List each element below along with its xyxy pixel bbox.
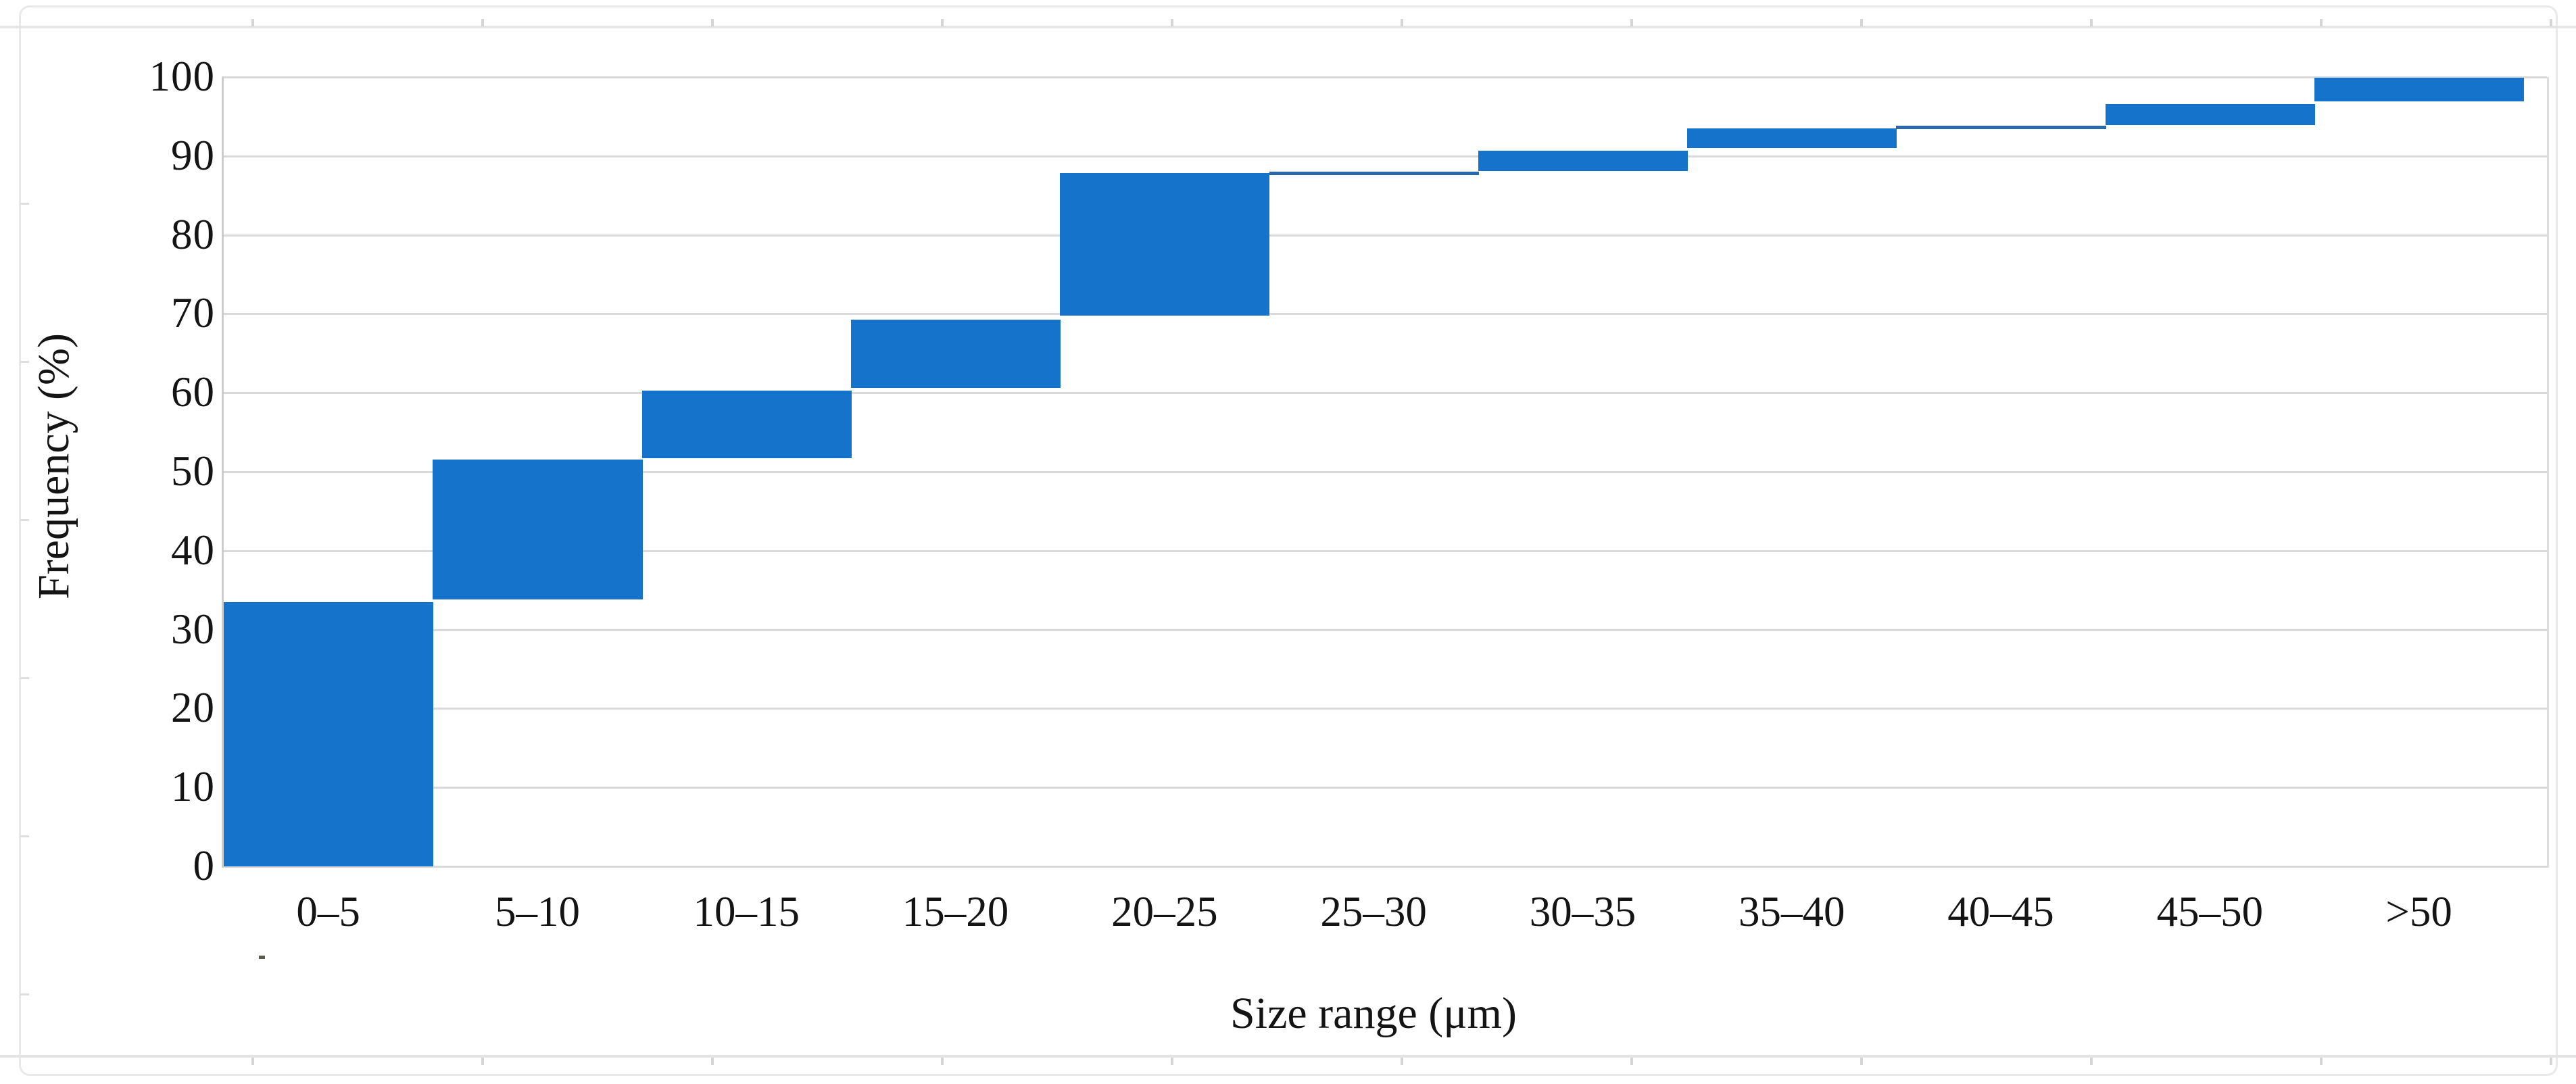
y-tick-label: 80 [171,210,215,258]
x-tick-label: 40–45 [1947,888,2054,935]
ruler-tick-top [1171,19,1173,26]
gridline-y30 [222,629,2547,631]
y-tick-label: 40 [171,526,215,574]
figure-outer-border [19,5,2558,1076]
gridline-y70 [222,313,2547,316]
x-tick-label: 25–30 [1320,888,1427,935]
y-tick-label: 60 [171,368,215,416]
bottom-ruler-line [0,1055,2576,1058]
x-tick-label: 20–25 [1111,888,1218,935]
ruler-tick-bottom [1171,1058,1173,1065]
bar-segment-40–45 [1896,126,2106,130]
gridline-y10 [222,787,2547,789]
gridline-y60 [222,392,2547,395]
y-tick-label: 50 [171,447,215,495]
x-tick-label: 5–10 [494,888,580,935]
bar-segment-0–5 [224,601,434,866]
y-tick-label: 70 [171,289,215,337]
ruler-tick-bottom [2320,1058,2323,1065]
bar-segment-10–15 [641,390,852,459]
ruler-tick-bottom [2090,1058,2093,1065]
ruler-tick-top [1860,19,1863,26]
ruler-tick-bottom [1860,1058,1863,1065]
y-tick-label: 20 [171,684,215,732]
bar-segment-45–50 [2105,103,2315,126]
gridline-y0 [222,866,2547,868]
gridline-y20 [222,708,2547,710]
ruler-tick-left [20,203,29,205]
y-tick-label: 0 [193,842,215,889]
bar-segment-35–40 [1687,128,1897,149]
bar-segment-5–10 [433,460,643,600]
ruler-tick-top [251,19,254,26]
ruler-tick-left [20,677,29,679]
y-tick-label: 90 [171,131,215,179]
x-tick-label: >50 [2385,888,2452,935]
x-tick-label: 35–40 [1739,888,1845,935]
ruler-tick-bottom [941,1058,944,1065]
x-tick-label: 45–50 [2156,888,2264,935]
x-tick-label: 30–35 [1529,888,1636,935]
gridline-y40 [222,549,2547,552]
gridline-y80 [222,234,2547,237]
bar-segment->50 [2314,78,2525,102]
ruler-tick-top [2550,19,2552,26]
ruler-tick-top [1630,19,1633,26]
ruler-tick-bottom [251,1058,254,1065]
y-tick-label: 10 [171,763,215,811]
ruler-tick-top [1401,19,1403,26]
ruler-tick-bottom [1630,1058,1633,1065]
ruler-tick-bottom [1401,1058,1403,1065]
bar-segment-25–30 [1269,172,1479,176]
ruler-tick-top [941,19,944,26]
ruler-tick-bottom [481,1058,484,1065]
y-axis-line [222,77,224,868]
y-axis-title: Frequency (%) [29,332,78,600]
bar-segment-15–20 [850,319,1061,389]
ruler-tick-top [2090,19,2093,26]
ruler-tick-top [481,19,484,26]
bar-segment-30–35 [1478,150,1688,171]
ruler-tick-left [20,835,29,837]
ruler-tick-top [711,19,714,26]
x-axis-title: Size range (μm) [1230,989,1517,1038]
gridline-y50 [222,471,2547,473]
top-ruler-line [0,26,2576,28]
ruler-tick-bottom [711,1058,714,1065]
ruler-tick-bottom [2550,1058,2552,1065]
y-tick-label: 30 [171,605,215,653]
ruler-tick-top [2320,19,2323,26]
bar-segment-20–25 [1060,173,1270,316]
ruler-tick-left [20,993,29,995]
ruler-tick-left [20,519,29,521]
ruler-tick-left [20,361,29,363]
x-tick-label: 15–20 [902,888,1009,935]
plot-right-border [2547,77,2549,868]
stray-ink-dot [259,956,265,959]
y-tick-label: 100 [149,53,215,100]
gridline-y100 [222,76,2547,78]
gridline-y90 [222,155,2547,157]
x-tick-label: 0–5 [296,888,360,935]
x-tick-label: 10–15 [693,888,800,935]
